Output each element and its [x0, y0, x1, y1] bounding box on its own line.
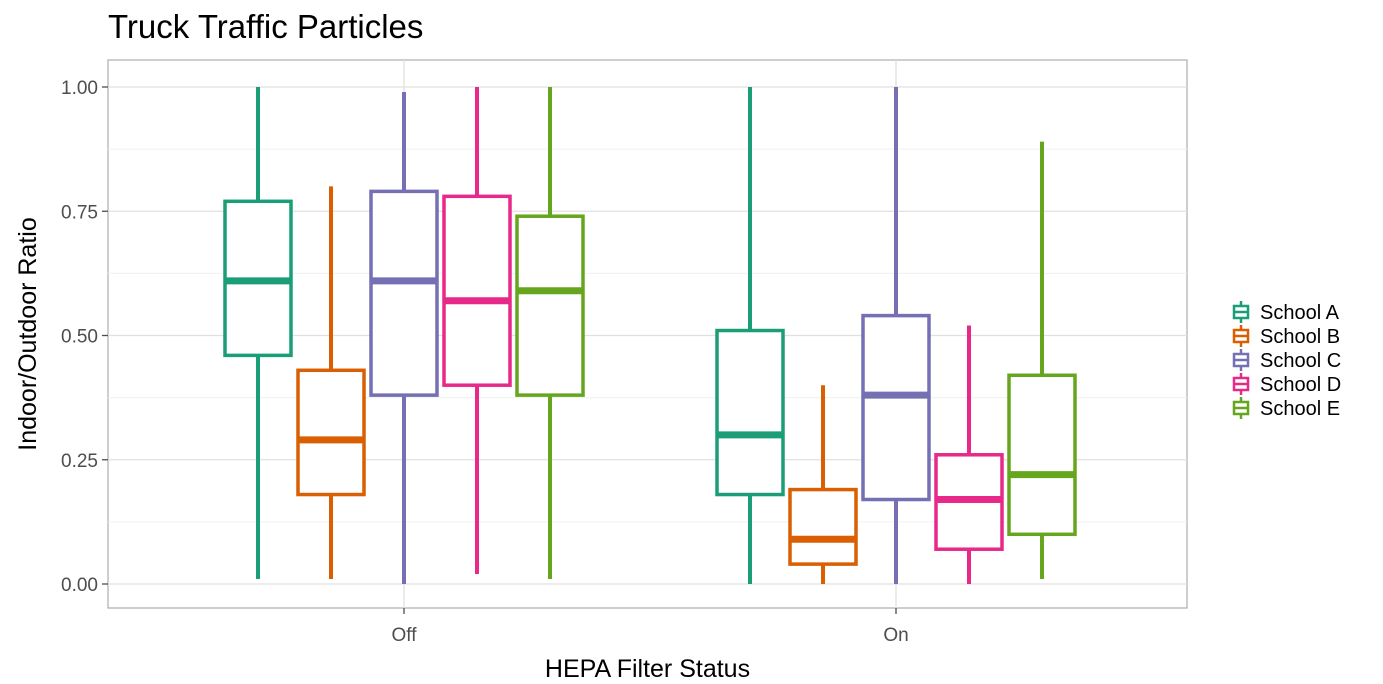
y-tick-label: 0.75: [61, 202, 98, 223]
y-tick-label: 1.00: [61, 78, 98, 99]
boxplot-school-a-off: [223, 87, 293, 580]
chart-title: Truck Traffic Particles: [108, 8, 424, 45]
iqr-box: [296, 368, 366, 497]
boxplot-school-b-off: [296, 186, 366, 580]
legend-item-school-c: School C: [1232, 349, 1341, 372]
legend-item-school-a: School A: [1232, 301, 1340, 324]
y-axis-title: Indoor/Outdoor Ratio: [14, 217, 42, 450]
boxplot-school-e-on: [1007, 141, 1077, 580]
boxplot-school-c-off: [369, 91, 439, 584]
boxplot-school-d-on: [934, 325, 1004, 584]
y-tick-label: 0.50: [61, 327, 98, 348]
iqr-box: [442, 194, 512, 387]
legend-label: School D: [1260, 374, 1341, 396]
legend-label: School C: [1260, 350, 1341, 372]
iqr-box: [788, 487, 858, 566]
legend-label: School E: [1260, 398, 1340, 420]
x-axis-title: HEPA Filter Status: [545, 655, 750, 683]
y-tick-label: 0.25: [61, 451, 98, 472]
boxplot-school-e-off: [515, 87, 585, 580]
legend-item-school-d: School D: [1232, 373, 1341, 396]
boxplot-school-c-on: [861, 87, 931, 584]
boxplot-school-b-on: [788, 385, 858, 584]
iqr-box: [715, 328, 785, 497]
legend-label: School B: [1260, 326, 1340, 348]
iqr-box: [1007, 373, 1077, 537]
legend-item-school-b: School B: [1232, 325, 1340, 348]
boxplot-school-d-off: [442, 87, 512, 575]
legend-item-school-e: School E: [1232, 397, 1340, 420]
y-tick-label: 0.00: [61, 575, 98, 596]
iqr-box: [515, 214, 585, 397]
x-tick-label: Off: [392, 625, 418, 646]
iqr-box: [861, 313, 931, 502]
boxplot-school-a-on: [715, 87, 785, 584]
iqr-box: [369, 189, 439, 397]
legend-label: School A: [1260, 302, 1340, 324]
x-tick-label: On: [883, 625, 908, 646]
